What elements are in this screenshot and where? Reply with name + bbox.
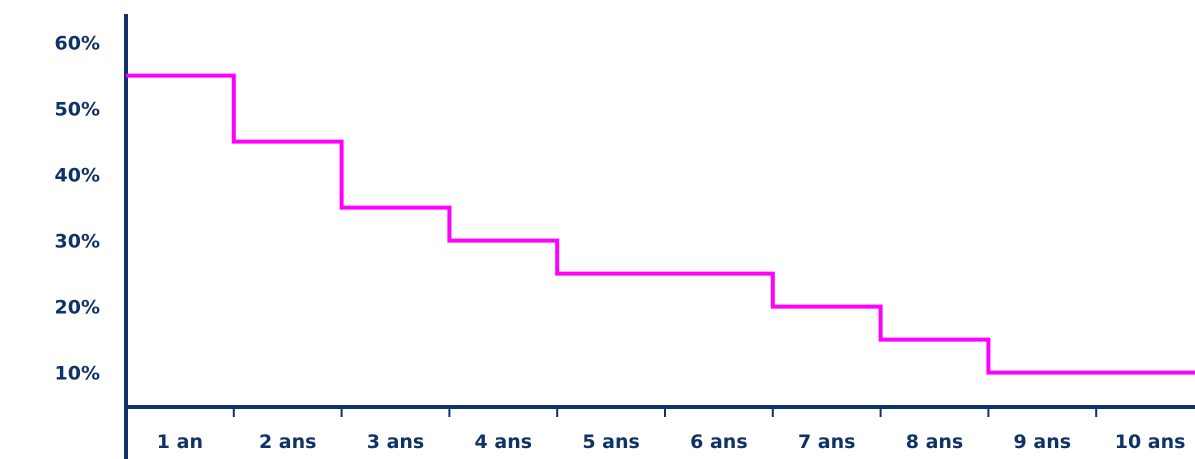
x-axis-tick-labels: 1 an 2 ans 3 ans 4 ans 5 ans 6 ans 7 ans 8 ans 9…	[157, 431, 1186, 453]
x-tick-label: 3 ans	[367, 431, 425, 453]
y-tick-label: 60%	[55, 33, 100, 55]
y-tick-label: 10%	[55, 363, 100, 385]
x-tick-label: 10 ans	[1115, 431, 1186, 453]
x-tick-label: 7 ans	[798, 431, 856, 453]
y-axis-tick-labels: 10% 20% 30% 40% 50% 60%	[55, 33, 100, 385]
x-tick-label: 4 ans	[475, 431, 533, 453]
x-tick-label: 8 ans	[906, 431, 964, 453]
x-tick-label: 6 ans	[690, 431, 748, 453]
x-tick-label: 5 ans	[582, 431, 640, 453]
y-tick-label: 20%	[55, 297, 100, 319]
x-tick-label: 9 ans	[1014, 431, 1072, 453]
series-step-line	[126, 73, 1195, 375]
y-tick-label: 50%	[55, 99, 100, 121]
x-tick-label: 2 ans	[259, 431, 317, 453]
x-tick-label: 1 an	[157, 431, 203, 453]
y-tick-label: 40%	[55, 165, 100, 187]
y-tick-label: 30%	[55, 231, 100, 253]
